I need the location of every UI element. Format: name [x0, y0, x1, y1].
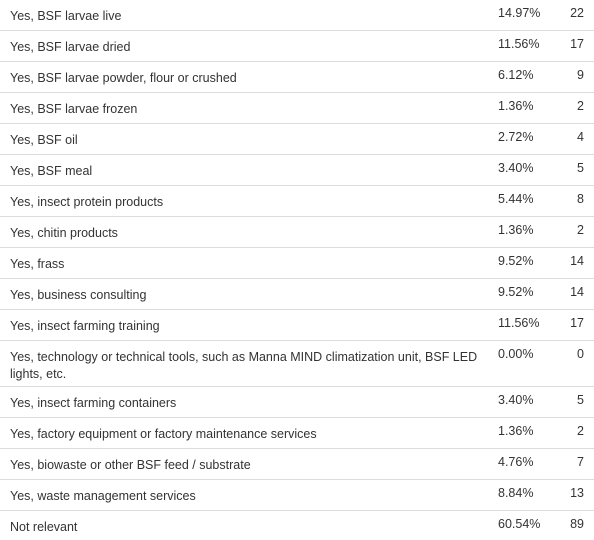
- answer-label: Yes, waste management services: [10, 489, 196, 503]
- answer-percent: 0.00%: [498, 347, 534, 361]
- answer-percent: 1.36%: [498, 99, 534, 113]
- answer-label: Yes, chitin products: [10, 226, 118, 240]
- answer-count: 17: [570, 316, 584, 330]
- answer-count: 7: [577, 455, 584, 469]
- answer-percent: 9.52%: [498, 285, 534, 299]
- answer-label: Yes, BSF oil: [10, 133, 78, 147]
- table-row: Yes, chitin products 1.36% 2: [0, 217, 594, 248]
- table-row: Yes, insect farming training 11.56% 17: [0, 310, 594, 341]
- answer-percent: 11.56%: [498, 316, 540, 330]
- answer-label: Yes, business consulting: [10, 288, 147, 302]
- answer-percent: 3.40%: [498, 161, 534, 175]
- answer-count: 2: [577, 223, 584, 237]
- answer-label: Yes, BSF larvae dried: [10, 40, 131, 54]
- table-row: Yes, BSF larvae powder, flour or crushed…: [0, 62, 594, 93]
- answer-count: 17: [570, 37, 584, 51]
- answer-label: Yes, BSF larvae live: [10, 9, 122, 23]
- answer-label: Yes, frass: [10, 257, 65, 271]
- answer-percent: 9.52%: [498, 254, 534, 268]
- answer-label: Yes, technology or technical tools, such…: [10, 350, 478, 381]
- table-row: Yes, BSF larvae live 14.97% 22: [0, 0, 594, 31]
- table-row: Yes, BSF larvae dried 11.56% 17: [0, 31, 594, 62]
- answer-percent: 1.36%: [498, 223, 534, 237]
- answer-label: Yes, BSF meal: [10, 164, 93, 178]
- answer-percent: 8.84%: [498, 486, 534, 500]
- table-row: Yes, BSF meal 3.40% 5: [0, 155, 594, 186]
- answer-label: Yes, BSF larvae frozen: [10, 102, 138, 116]
- answer-count: 14: [570, 285, 584, 299]
- answer-count: 13: [570, 486, 584, 500]
- table-row: Yes, biowaste or other BSF feed / substr…: [0, 449, 594, 480]
- table-row: Yes, technology or technical tools, such…: [0, 341, 594, 387]
- table-row: Yes, frass 9.52% 14: [0, 248, 594, 279]
- answer-count: 9: [577, 68, 584, 82]
- table-row: Yes, factory equipment or factory mainte…: [0, 418, 594, 449]
- answer-percent: 5.44%: [498, 192, 534, 206]
- answer-percent: 1.36%: [498, 424, 534, 438]
- table-row: Not relevant 60.54% 89: [0, 511, 594, 540]
- answer-percent: 6.12%: [498, 68, 534, 82]
- table-row: Yes, insect farming containers 3.40% 5: [0, 387, 594, 418]
- answer-percent: 2.72%: [498, 130, 534, 144]
- table-row: Yes, insect protein products 5.44% 8: [0, 186, 594, 217]
- table-row: Yes, BSF oil 2.72% 4: [0, 124, 594, 155]
- table-row: Yes, business consulting 9.52% 14: [0, 279, 594, 310]
- answer-count: 4: [577, 130, 584, 144]
- answer-percent: 14.97%: [498, 6, 541, 20]
- answer-percent: 60.54%: [498, 517, 541, 531]
- answer-count: 14: [570, 254, 584, 268]
- answer-percent: 4.76%: [498, 455, 534, 469]
- answer-label: Yes, biowaste or other BSF feed / substr…: [10, 458, 251, 472]
- table-row: Yes, waste management services 8.84% 13: [0, 480, 594, 511]
- answer-count: 0: [577, 347, 584, 361]
- answer-label: Yes, insect protein products: [10, 195, 164, 209]
- answer-label: Yes, insect farming training: [10, 319, 160, 333]
- answer-label: Not relevant: [10, 520, 78, 534]
- answer-count: 89: [570, 517, 584, 531]
- table-row: Yes, BSF larvae frozen 1.36% 2: [0, 93, 594, 124]
- answer-label: Yes, BSF larvae powder, flour or crushed: [10, 71, 237, 85]
- answer-count: 22: [570, 6, 584, 20]
- answer-percent: 3.40%: [498, 393, 534, 407]
- answer-count: 2: [577, 424, 584, 438]
- answer-count: 8: [577, 192, 584, 206]
- answer-label: Yes, factory equipment or factory mainte…: [10, 427, 317, 441]
- answer-count: 2: [577, 99, 584, 113]
- answer-percent: 11.56%: [498, 37, 540, 51]
- answer-label: Yes, insect farming containers: [10, 396, 177, 410]
- answer-count: 5: [577, 161, 584, 175]
- answer-count: 5: [577, 393, 584, 407]
